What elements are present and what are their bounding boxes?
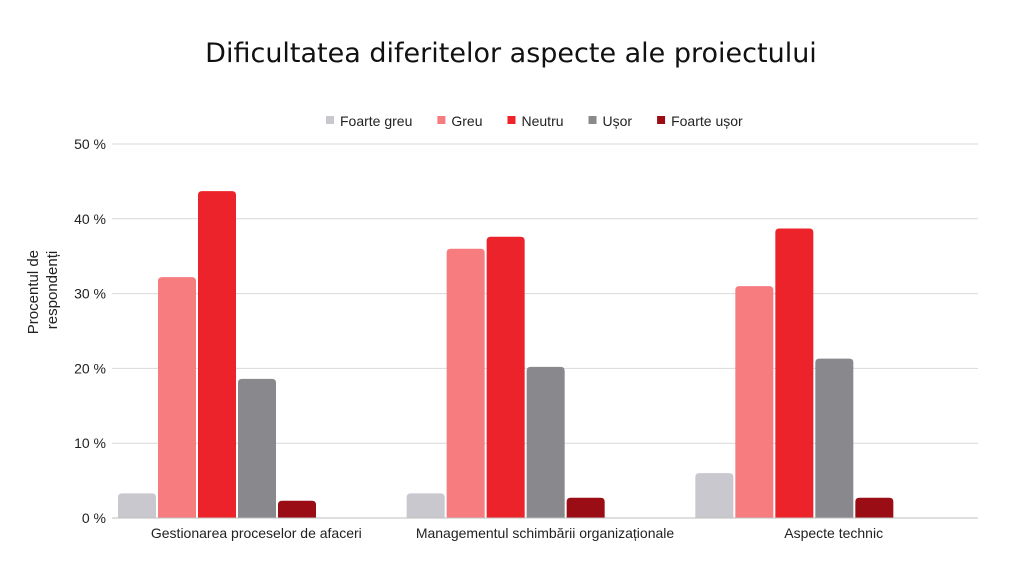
y-tick-label: 10 % xyxy=(74,435,106,451)
bar-greu-3 xyxy=(735,286,774,518)
bar-foarte-greu-3 xyxy=(695,473,734,518)
bar-foarte-greu-2 xyxy=(406,493,445,518)
legend-swatch xyxy=(588,116,597,124)
y-tick-label: 40 % xyxy=(74,211,106,227)
legend-label: Greu xyxy=(451,113,482,129)
x-tick-label: Aspecte technic xyxy=(784,525,883,541)
y-axis-label-line-2: respondenți xyxy=(44,251,61,329)
bar-u-or-2 xyxy=(526,366,565,518)
y-axis-label-line-1: Procentul de xyxy=(25,250,42,334)
bar-greu-1 xyxy=(158,277,196,518)
legend-label: Neutru xyxy=(522,113,564,129)
legend-swatch xyxy=(437,116,446,124)
y-tick-label: 50 % xyxy=(74,136,106,152)
legend-swatch xyxy=(657,116,666,124)
y-tick-label: 20 % xyxy=(74,360,106,376)
legend-swatch xyxy=(326,116,334,124)
legend-label: Ușor xyxy=(603,113,633,129)
legend-swatch xyxy=(507,116,516,124)
bar-u-or-1 xyxy=(238,378,276,518)
x-tick-label: Managementul schimbării organizaționale xyxy=(416,525,675,541)
bar-foarte-u-or-3 xyxy=(855,497,894,518)
bar-foarte-greu-1 xyxy=(118,493,156,518)
bar-neutru-1 xyxy=(198,191,236,518)
chart-title: Dificultatea diferitelor aspecte ale pro… xyxy=(205,38,817,69)
y-axis-label: Procentul de respondenți xyxy=(25,246,61,334)
bar-greu-2 xyxy=(446,248,485,518)
bar-foarte-u-or-2 xyxy=(566,497,605,518)
bar-neutru-2 xyxy=(486,236,525,518)
bar-foarte-u-or-1 xyxy=(278,500,316,518)
legend: Foarte greu Greu Neutru Ușor Foarte ușor xyxy=(326,113,743,129)
y-tick-label: 30 % xyxy=(74,286,106,302)
bar-u-or-3 xyxy=(815,358,854,518)
bars xyxy=(118,191,894,519)
y-axis-ticks: 0 % 10 % 20 % 30 % 40 % 50 % xyxy=(74,136,106,526)
y-tick-label: 0 % xyxy=(82,510,106,526)
legend-label: Foarte greu xyxy=(340,113,412,129)
x-axis: Gestionarea proceselor de afaceri Managem… xyxy=(112,517,978,541)
bar-neutru-3 xyxy=(775,228,814,519)
legend-label: Foarte ușor xyxy=(671,113,743,129)
x-tick-label: Gestionarea proceselor de afaceri xyxy=(151,525,362,541)
